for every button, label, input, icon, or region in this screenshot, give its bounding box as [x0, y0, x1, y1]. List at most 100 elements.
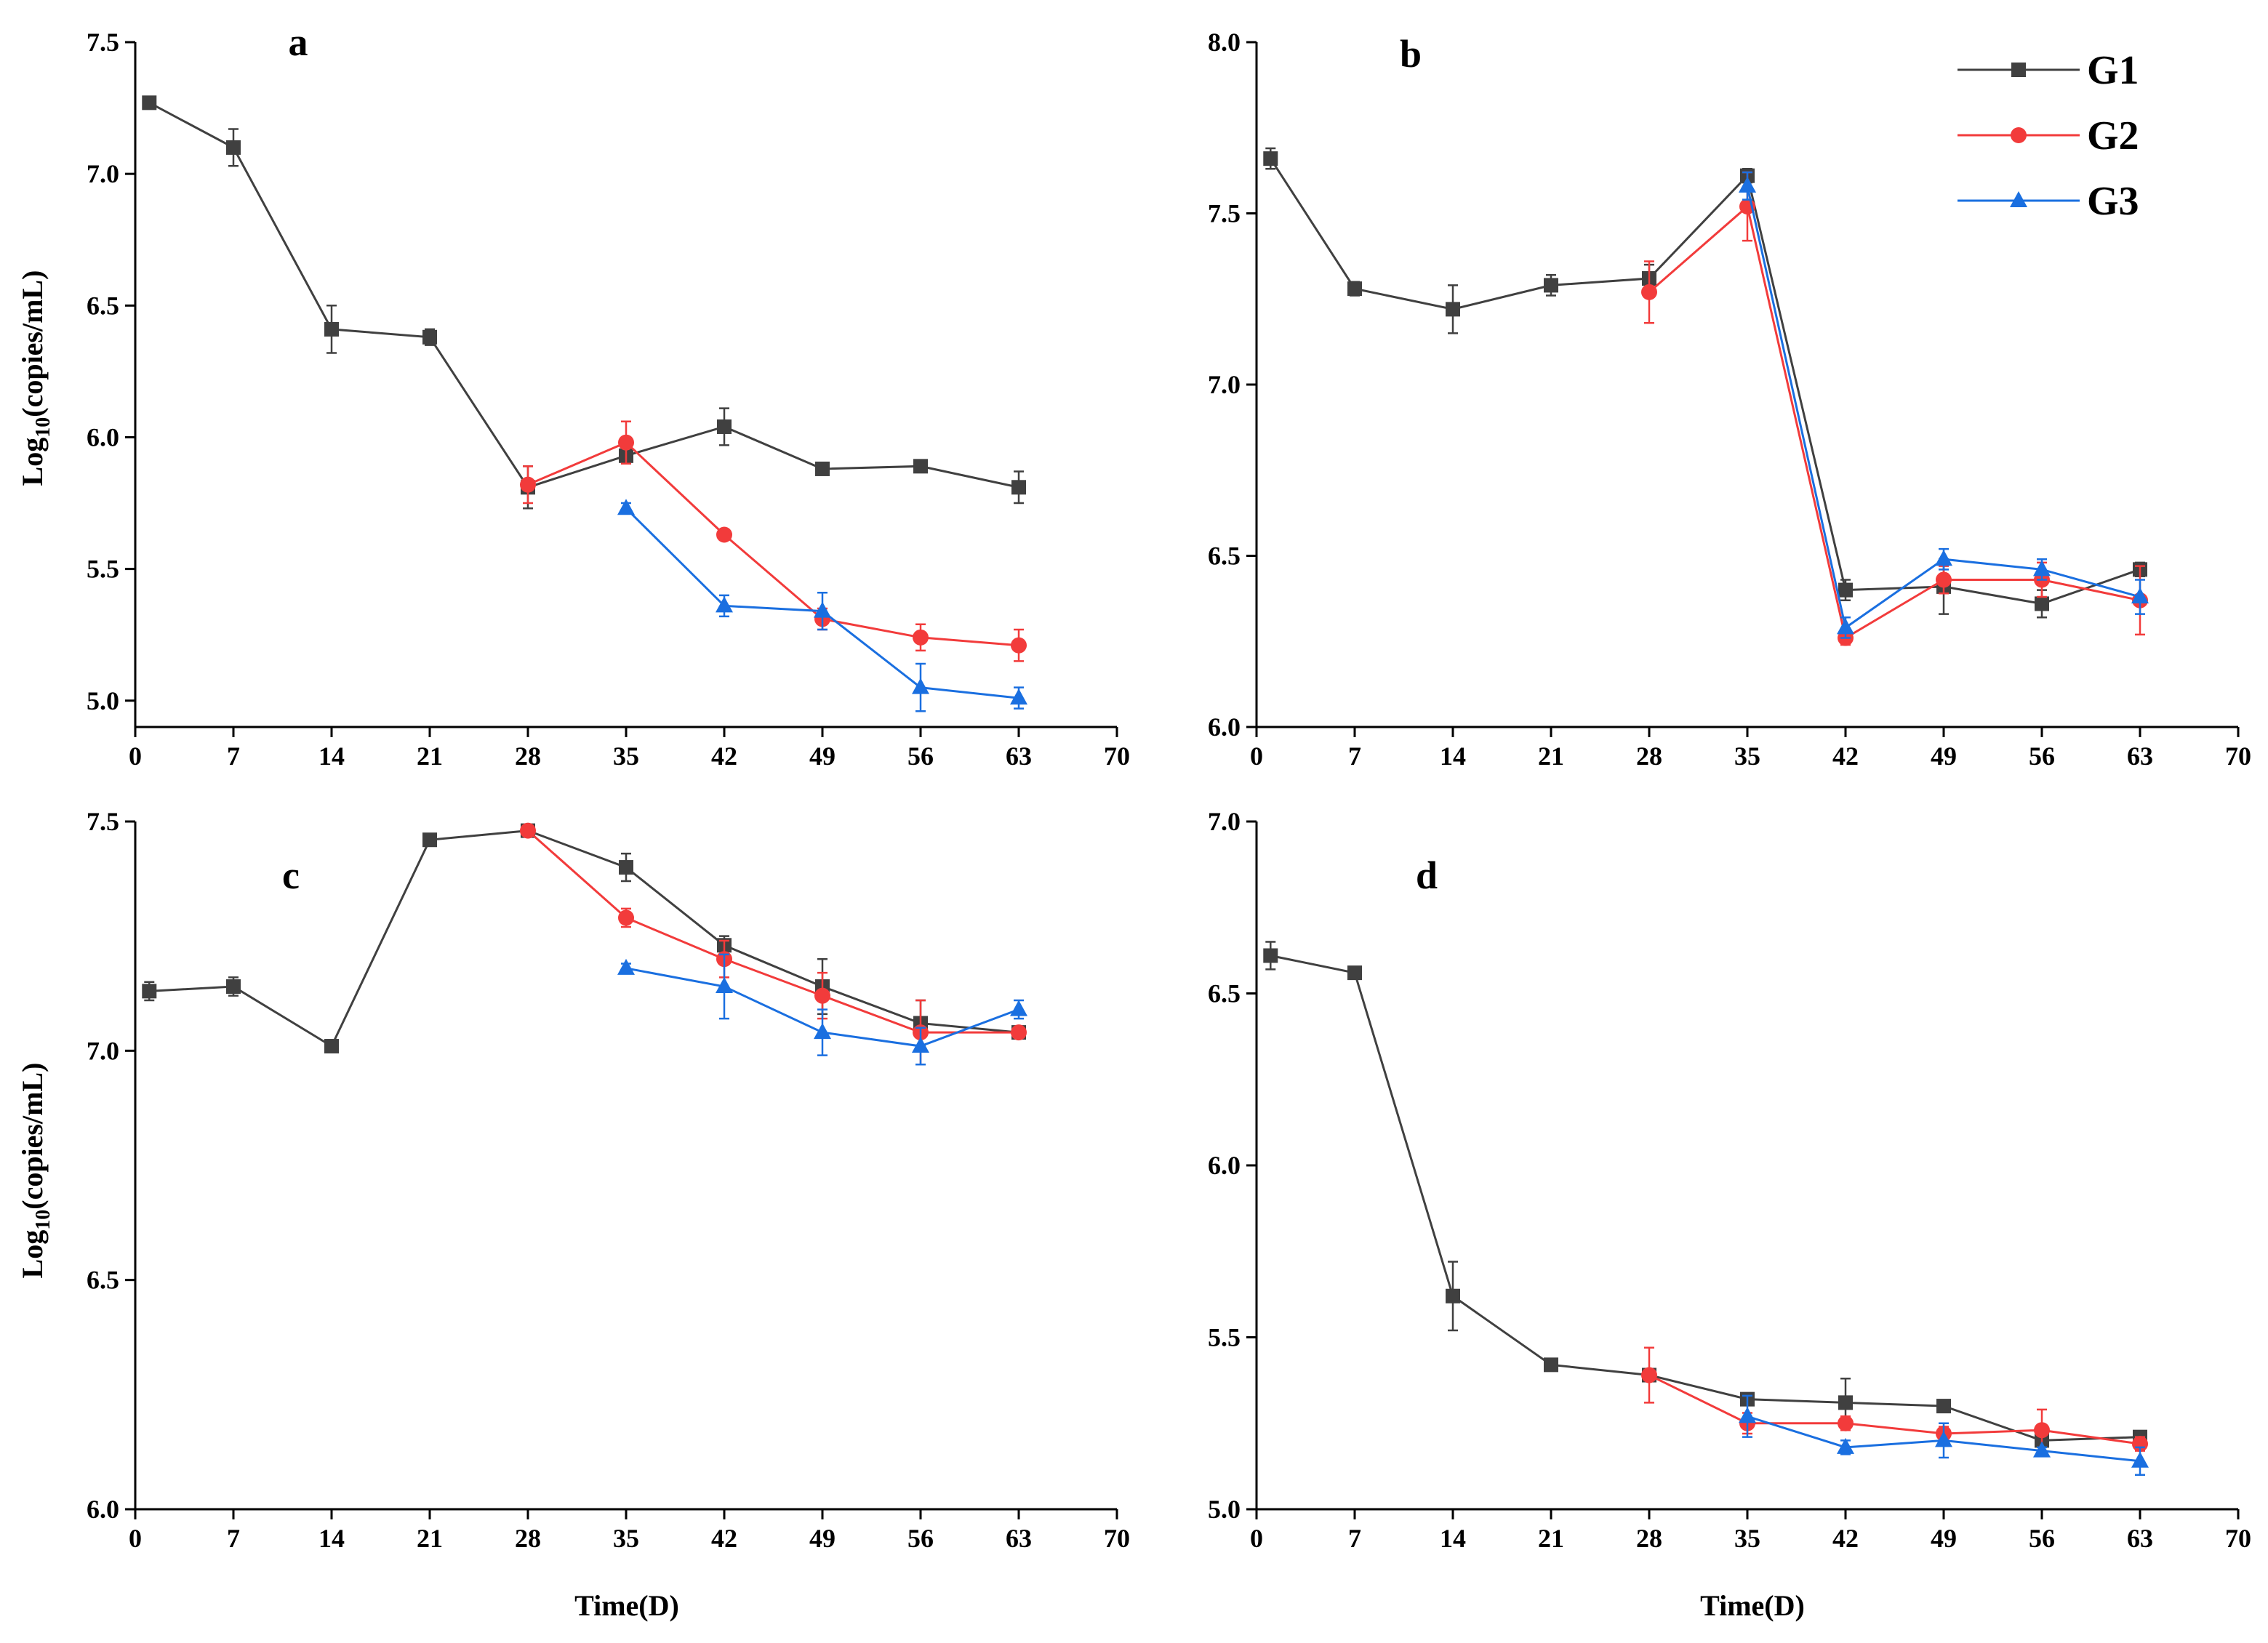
series-G3-point [1935, 1431, 1952, 1447]
series-G3 [1739, 171, 2149, 639]
x-tick-label: 56 [2029, 742, 2055, 771]
panel-d-letter: d [1416, 853, 1438, 897]
series-G3-point [912, 678, 929, 694]
y-tick-label: 7.5 [87, 807, 119, 836]
series-G1-point [619, 860, 633, 875]
y-tick-label: 7.0 [87, 159, 119, 188]
series-G1-point [1936, 1399, 1951, 1414]
legend-marker [2011, 63, 2026, 77]
series-G3-point [2131, 1451, 2149, 1468]
series-G2-line [1648, 1374, 2141, 1445]
y-tick-label: 6.5 [87, 291, 119, 320]
series-G1-line [1270, 158, 2141, 605]
x-tick-label: 63 [2127, 1524, 2153, 1553]
series-G1 [1263, 941, 2147, 1448]
x-tick-label: 28 [515, 1524, 541, 1553]
series-G1-point [1347, 965, 1362, 981]
series-G1-point [1347, 281, 1362, 297]
y-tick-label: 5.0 [87, 686, 119, 715]
series-G2 [520, 822, 1027, 1066]
series-G3-point [814, 1023, 831, 1040]
series-G2-point [1011, 1024, 1027, 1041]
series-G2-line [527, 441, 1019, 647]
series-G1 [1263, 147, 2147, 619]
x-tick-label: 42 [1832, 742, 1859, 771]
series-G3-point [912, 1037, 929, 1053]
series-G2-point [1838, 1415, 1854, 1431]
x-tick-label: 14 [318, 1524, 345, 1553]
x-tick-label: 7 [1348, 1524, 1361, 1553]
y-tick-label: 7.5 [1208, 199, 1241, 228]
series-G3-point [814, 601, 831, 618]
panel-d-x-axis-title: Time(D) [1700, 1589, 1805, 1622]
series-G1-point [717, 419, 732, 434]
panel-b-letter: b [1400, 32, 1422, 76]
y-tick-label: 7.0 [87, 1036, 119, 1065]
x-tick-label: 21 [417, 742, 443, 771]
x-tick-label: 35 [613, 742, 639, 771]
x-tick-label: 70 [2225, 742, 2251, 771]
y-tick-label: 6.0 [1208, 712, 1241, 742]
series-G1-point [1263, 948, 1278, 963]
series-G1-point [1263, 151, 1278, 166]
series-G2-point [618, 909, 634, 926]
series-G2 [1641, 171, 2148, 646]
series-G2-point [520, 476, 536, 493]
series-G1-point [142, 984, 157, 999]
x-tick-label: 70 [1104, 742, 1130, 771]
x-tick-label: 14 [1440, 742, 1466, 771]
series-G1-point [1544, 278, 1558, 293]
x-tick-label: 21 [417, 1524, 443, 1553]
series-G3 [1739, 1394, 2149, 1476]
y-tick-label: 5.5 [1208, 1323, 1241, 1352]
series-G2-point [1641, 284, 1657, 300]
x-tick-label: 63 [2127, 742, 2153, 771]
x-tick-label: 49 [1931, 1524, 1957, 1553]
series-G2-point [520, 822, 536, 839]
x-tick-label: 35 [1734, 742, 1760, 771]
x-tick-label: 28 [1636, 742, 1662, 771]
panel-a: a Log10(copies/mL) 0 7 14 21 28 35 42 49 56 63 70 5… [16, 20, 1130, 771]
legend-entry-G1: G1 [1958, 48, 2139, 93]
series-G1-point [324, 1039, 339, 1054]
series-G1-point [1446, 302, 1460, 317]
series-G1-point [226, 979, 241, 995]
series-G3-point [716, 977, 733, 994]
series-G1-point [913, 459, 928, 474]
series-G3-point [617, 958, 635, 975]
panel-a-y-axis-title: Log10(copies/mL) [16, 270, 55, 486]
series-G2-point [814, 987, 830, 1004]
x-tick-label: 56 [907, 742, 934, 771]
series-G1-point [1838, 582, 1853, 598]
y-tick-label: 5.0 [1208, 1495, 1241, 1524]
x-tick-label: 56 [907, 1524, 934, 1553]
panel-b: b G1 G2 G3 0 7 14 21 28 35 42 49 56 63 70 6.0 6.5 7.0 7.… [1208, 28, 2251, 771]
legend-marker [2011, 127, 2027, 143]
series-G2 [520, 420, 1027, 662]
legend-label: G1 [2087, 48, 2139, 93]
series-G3-point [2033, 560, 2051, 577]
x-tick-label: 63 [1006, 1524, 1032, 1553]
series-G1-point [226, 140, 241, 155]
panel-c-x-axis-title: Time(D) [574, 1589, 679, 1622]
series-G2-point [913, 629, 929, 646]
panel-c-y-axis-title: Log10(copies/mL) [16, 1063, 55, 1279]
series-G3-point [2033, 1441, 2051, 1458]
series-G1-point [2035, 596, 2049, 611]
series-G2-point [2034, 1422, 2050, 1439]
legend: G1 G2 G3 [1958, 48, 2139, 224]
x-tick-label: 0 [1250, 1524, 1263, 1553]
series-G2-line [527, 829, 1019, 1034]
series-G1-point [1838, 1395, 1853, 1410]
series-G1-line [1270, 955, 2141, 1442]
x-tick-label: 56 [2029, 1524, 2055, 1553]
y-tick-label: 7.0 [1208, 807, 1241, 836]
legend-label: G2 [2087, 113, 2139, 158]
series-G1-point [422, 832, 437, 848]
series-G1-point [142, 95, 157, 111]
series-G3-point [1010, 688, 1027, 705]
series-G1-point [1011, 480, 1026, 495]
x-tick-label: 21 [1538, 742, 1564, 771]
panel-c: c Log10(copies/mL) Time(D) 0 7 14 21 28 35 42 4… [16, 807, 1130, 1622]
series-G3-point [1010, 1000, 1027, 1016]
